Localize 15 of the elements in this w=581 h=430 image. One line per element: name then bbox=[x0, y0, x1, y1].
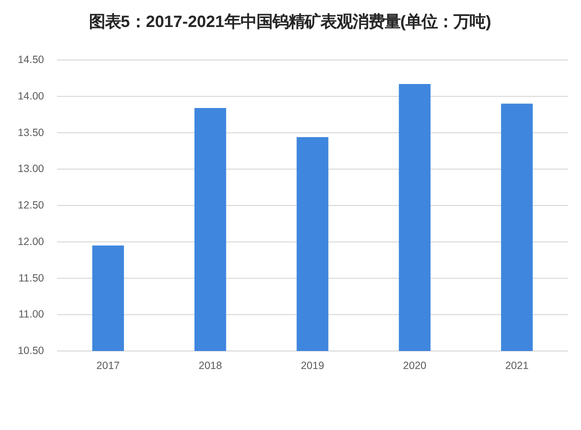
x-tick-label: 2021 bbox=[505, 360, 529, 372]
y-tick-label: 11.00 bbox=[18, 308, 44, 321]
x-tick-label: 2019 bbox=[300, 360, 324, 372]
y-tick-label: 11.50 bbox=[18, 272, 44, 284]
title: 图表5：2017-2021年中国钨精矿表观消费量(单位：万吨) bbox=[88, 13, 492, 31]
y-tick-label: 13.50 bbox=[18, 126, 44, 139]
x-tick-label: 2017 bbox=[96, 360, 120, 372]
y-tick-label: 10.50 bbox=[18, 345, 44, 357]
y-tick-label: 12.00 bbox=[18, 236, 44, 248]
x-tick-label: 2020 bbox=[403, 360, 426, 372]
x-tick-label: 2018 bbox=[198, 360, 222, 372]
y-tick-label: 13.00 bbox=[18, 163, 44, 176]
y-tick-label: 14.00 bbox=[18, 90, 44, 102]
y-tick-label: 14.50 bbox=[18, 54, 44, 66]
y-tick-label: 12.50 bbox=[18, 200, 44, 212]
